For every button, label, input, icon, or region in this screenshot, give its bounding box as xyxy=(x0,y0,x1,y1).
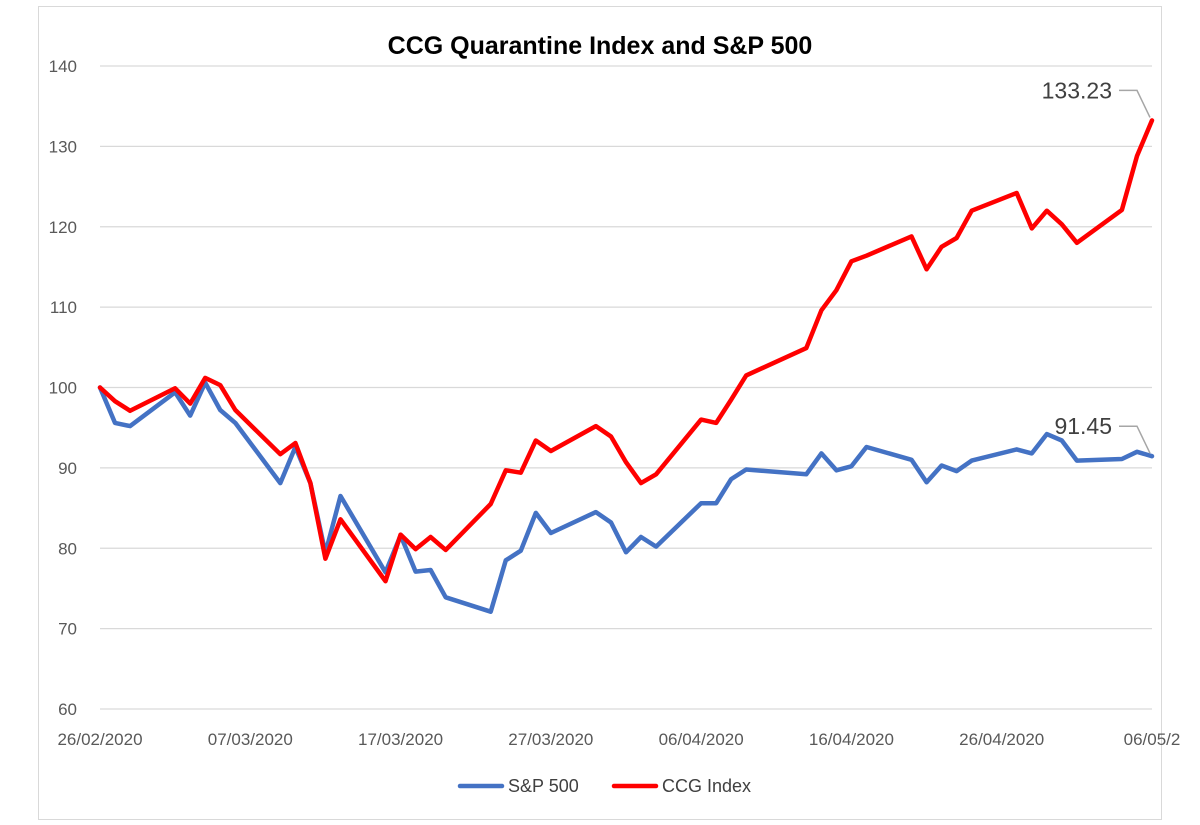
end-value-label: 133.23 xyxy=(1042,77,1112,103)
series-lines xyxy=(97,118,1155,614)
end-value-labels: 91.45 133.23 xyxy=(1042,77,1151,454)
legend-label: CCG Index xyxy=(662,776,751,796)
x-tick-label: 16/04/2020 xyxy=(809,730,894,749)
series-line-ccg-index xyxy=(97,118,1155,584)
x-tick-label: 06/05/2 xyxy=(1124,730,1181,749)
end-value-label: 91.45 xyxy=(1054,413,1112,439)
x-tick-label: 07/03/2020 xyxy=(208,730,293,749)
y-axis-ticks: 60 70 80 90 100 110 120 130 140 xyxy=(49,57,77,719)
x-tick-label: 17/03/2020 xyxy=(358,730,443,749)
y-tick-label: 110 xyxy=(50,298,77,317)
y-tick-label: 80 xyxy=(58,539,77,558)
chart-title: CCG Quarantine Index and S&P 500 xyxy=(388,32,813,60)
x-axis-ticks: 26/02/2020 07/03/2020 17/03/2020 27/03/2020… xyxy=(57,730,1180,749)
y-tick-label: 90 xyxy=(58,459,77,478)
series-line-sp500 xyxy=(97,380,1155,614)
y-tick-label: 140 xyxy=(49,57,77,76)
x-tick-label: 06/04/2020 xyxy=(659,730,744,749)
y-tick-label: 70 xyxy=(58,620,77,639)
y-tick-label: 120 xyxy=(49,218,77,237)
legend: S&P 500 CCG Index xyxy=(457,776,751,796)
legend-label: S&P 500 xyxy=(508,776,579,796)
label-leader-line xyxy=(1119,89,1151,118)
y-tick-label: 130 xyxy=(49,137,77,156)
chart-area xyxy=(38,6,1162,820)
x-tick-label: 27/03/2020 xyxy=(508,730,593,749)
y-tick-label: 60 xyxy=(58,700,77,719)
x-tick-label: 26/02/2020 xyxy=(57,730,142,749)
label-leader-line xyxy=(1119,425,1151,454)
x-tick-label: 26/04/2020 xyxy=(959,730,1044,749)
y-tick-label: 100 xyxy=(49,379,77,398)
gridlines xyxy=(100,65,1152,710)
